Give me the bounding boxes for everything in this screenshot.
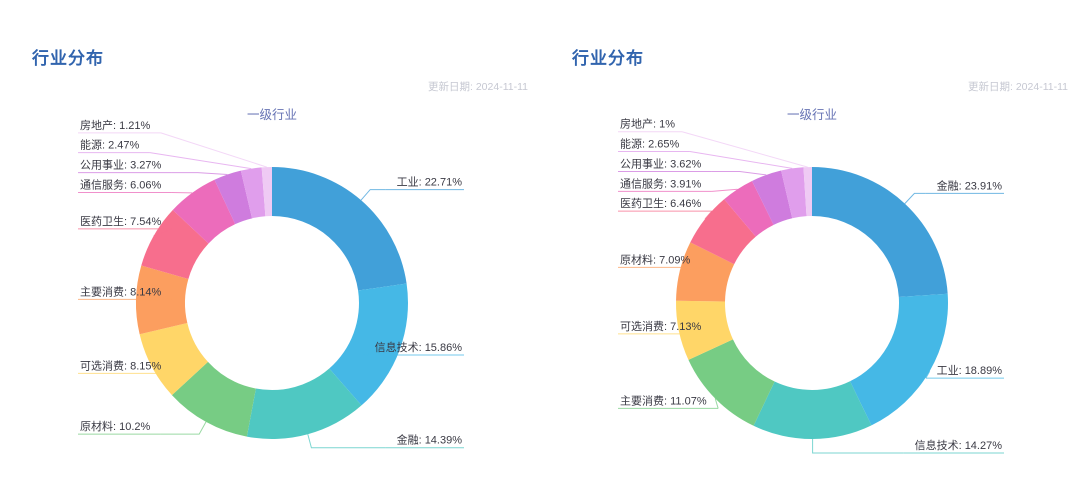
slice-label: 能源: 2.65% xyxy=(620,137,680,151)
slice-label: 公用事业: 3.27% xyxy=(80,159,162,172)
slice-label-group: 信息技术: 14.27% xyxy=(812,438,1004,454)
label-leader-line xyxy=(679,266,701,272)
label-leader-line xyxy=(678,330,712,335)
donut-chart: 金融: 23.91% 工业: 18.89% 信息技术: 14.27% 主要消费: 11… xyxy=(618,117,1004,454)
pie-slice-5[interactable] xyxy=(676,300,733,360)
label-leader-line xyxy=(681,131,808,168)
slice-label: 医药卫生: 7.54% xyxy=(80,214,162,228)
label-leader-line xyxy=(160,421,207,435)
panel-title: 行业分布 xyxy=(572,49,644,68)
pie-slice-3[interactable] xyxy=(246,368,362,439)
industry-distribution-panel-2: 行业分布 更新日期: 2024-11-11 一级行业 金融: 23.91% 工业:… xyxy=(540,0,1080,495)
label-leader-line xyxy=(171,172,228,175)
slice-label: 工业: 22.71% xyxy=(397,176,463,189)
label-leader-line xyxy=(149,152,252,170)
label-leader-line xyxy=(925,370,931,379)
slice-label: 原材料: 7.09% xyxy=(620,252,691,266)
slice-label: 信息技术: 14.27% xyxy=(915,438,1003,452)
label-leader-line xyxy=(711,188,738,192)
slice-label-group: 原材料: 10.2% xyxy=(78,419,207,435)
slice-label-group: 公用事业: 3.62% xyxy=(618,158,767,176)
slice-label-group: 工业: 22.71% xyxy=(360,176,464,201)
slice-label: 金融: 23.91% xyxy=(937,178,1003,192)
label-leader-line xyxy=(704,210,713,220)
pie-slice-2[interactable] xyxy=(329,283,408,406)
slice-label-group: 医药卫生: 7.54% xyxy=(78,214,173,237)
slice-label-group: 工业: 18.89% xyxy=(925,364,1004,379)
update-date-label: 更新日期: 2024-11-11 xyxy=(428,81,528,93)
slice-label: 原材料: 10.2% xyxy=(80,419,151,433)
pie-slice-7[interactable] xyxy=(141,209,209,279)
slice-label: 能源: 2.47% xyxy=(80,138,140,152)
pie-slice-7[interactable] xyxy=(690,199,756,265)
slice-label-group: 金融: 23.91% xyxy=(904,178,1004,204)
chart-subtitle: 一级行业 xyxy=(786,108,838,122)
label-leader-line xyxy=(363,349,400,356)
pie-slice-4[interactable] xyxy=(171,361,256,437)
slice-label: 可选消费: 8.15% xyxy=(80,358,162,372)
slice-label-group: 能源: 2.65% xyxy=(618,137,793,169)
slice-label-group: 原材料: 7.09% xyxy=(618,252,701,272)
slice-label-group: 房地产: 1% xyxy=(618,117,808,168)
pie-slice-6[interactable] xyxy=(676,242,735,302)
slice-label: 工业: 18.89% xyxy=(937,364,1003,377)
label-leader-line xyxy=(714,398,719,409)
pie-slice-4[interactable] xyxy=(688,339,775,426)
donut-chart: 工业: 22.71% 信息技术: 15.86% 金融: 14.39% 原材料: 10.… xyxy=(78,118,464,449)
slice-label-group: 金融: 14.39% xyxy=(307,433,464,449)
pie-slice-8[interactable] xyxy=(724,180,774,237)
label-leader-line xyxy=(360,189,386,201)
slice-label: 主要消费: 8.14% xyxy=(80,284,162,298)
pie-slice-2[interactable] xyxy=(850,293,948,426)
slice-label-group: 房地产: 1.21% xyxy=(78,118,267,168)
slice-label: 主要消费: 11.07% xyxy=(620,393,707,407)
pie-slice-10[interactable] xyxy=(240,167,266,219)
slice-label-group: 可选消费: 7.13% xyxy=(618,319,712,335)
slice-label-group: 可选消费: 8.15% xyxy=(78,358,173,374)
pie-slice-8[interactable] xyxy=(172,179,236,244)
pie-slice-1[interactable] xyxy=(272,167,407,291)
slice-label: 通信服务: 6.06% xyxy=(80,178,162,191)
slice-label-group: 通信服务: 3.91% xyxy=(618,177,738,192)
slice-label-group: 主要消费: 11.07% xyxy=(618,393,719,409)
pie-slice-11[interactable] xyxy=(803,167,812,217)
pie-slice-3[interactable] xyxy=(753,381,872,440)
slice-label: 房地产: 1% xyxy=(620,117,675,131)
slice-label: 通信服务: 3.91% xyxy=(620,177,702,190)
label-leader-line xyxy=(153,228,173,237)
update-date-label: 更新日期: 2024-11-11 xyxy=(968,81,1068,93)
chart-subtitle: 一级行业 xyxy=(246,108,298,122)
panel-title: 行业分布 xyxy=(32,49,104,68)
pie-slice-1[interactable] xyxy=(812,167,948,298)
pie-slice-11[interactable] xyxy=(261,167,272,217)
slice-label: 医药卫生: 6.46% xyxy=(620,196,702,210)
pie-slice-10[interactable] xyxy=(781,167,807,219)
slice-label-group: 能源: 2.47% xyxy=(78,138,252,170)
slice-label-group: 信息技术: 15.86% xyxy=(363,340,464,356)
slice-label: 金融: 14.39% xyxy=(397,433,463,447)
pie-slice-9[interactable] xyxy=(752,170,793,225)
pie-slice-9[interactable] xyxy=(214,170,253,225)
slice-label-group: 医药卫生: 6.46% xyxy=(618,196,713,220)
industry-distribution-panel-1: 行业分布 更新日期: 2024-11-11 一级行业 工业: 22.71% 信息技… xyxy=(32,49,528,449)
slice-label-group: 公用事业: 3.27% xyxy=(78,159,228,175)
slice-label: 房地产: 1.21% xyxy=(80,118,151,132)
label-leader-line xyxy=(689,151,793,169)
slice-label: 公用事业: 3.62% xyxy=(620,158,702,171)
pie-slice-5[interactable] xyxy=(139,322,208,396)
slice-label: 信息技术: 15.86% xyxy=(375,340,463,354)
label-leader-line xyxy=(812,439,904,454)
label-leader-line xyxy=(904,192,926,204)
label-leader-line xyxy=(711,171,767,176)
label-leader-line xyxy=(307,434,386,449)
label-leader-line xyxy=(151,366,173,374)
slice-label-group: 主要消费: 8.14% xyxy=(78,284,172,301)
label-leader-line xyxy=(160,132,267,168)
slice-label-group: 通信服务: 6.06% xyxy=(78,178,193,194)
slice-label: 可选消费: 7.13% xyxy=(620,319,702,333)
